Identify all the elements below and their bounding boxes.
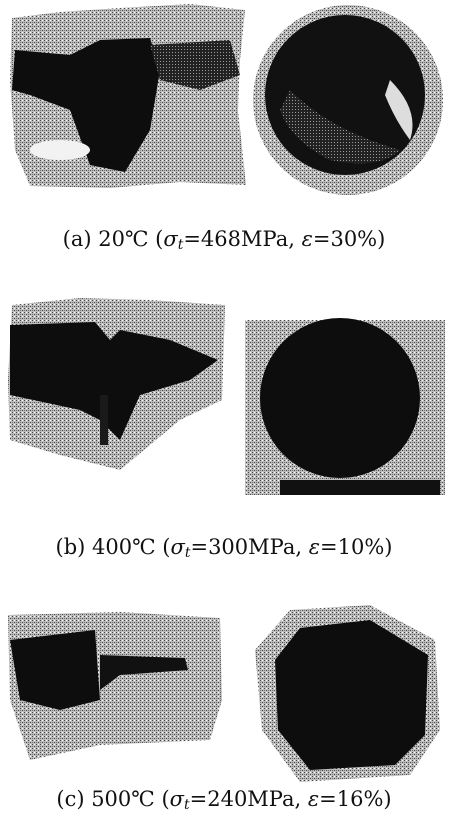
caption-prefix: (b) 400℃ ( — [56, 535, 171, 559]
photo-side-a — [10, 4, 246, 188]
caption-suffix: =10%) — [320, 535, 392, 559]
caption-sigma: σ — [170, 535, 185, 559]
caption: (c) 500℃ (σt=240MPa, ε=16%) — [56, 787, 391, 814]
caption-middle: =468MPa, — [183, 227, 301, 251]
caption-epsilon: ε — [309, 535, 320, 559]
caption-middle: =240MPa, — [190, 787, 308, 811]
photo-side-b — [8, 298, 225, 470]
caption-suffix: =16%) — [319, 787, 391, 811]
photo-end-b — [245, 318, 445, 495]
caption: (b) 400℃ (σt=300MPa, ε=10%) — [56, 535, 393, 562]
caption-prefix: (a) 20℃ ( — [63, 227, 164, 251]
figure: (a) 20℃ (σt=468MPa, ε=30%) (b) 400℃ (σt=3… — [0, 0, 449, 820]
caption-prefix: (c) 500℃ ( — [56, 787, 169, 811]
caption-sigma: σ — [163, 227, 178, 251]
caption-suffix: =30%) — [313, 227, 385, 251]
photo-end-a — [253, 5, 443, 195]
photo-end-c — [255, 605, 440, 782]
page: (a) 20℃ (σt=468MPa, ε=30%) (b) 400℃ (σt=3… — [0, 0, 449, 820]
caption-middle: =300MPa, — [190, 535, 308, 559]
photo-side-c — [8, 612, 222, 760]
caption-epsilon: ε — [308, 787, 319, 811]
caption: (a) 20℃ (σt=468MPa, ε=30%) — [63, 227, 386, 254]
caption-sigma: σ — [170, 787, 185, 811]
caption-epsilon: ε — [302, 227, 313, 251]
